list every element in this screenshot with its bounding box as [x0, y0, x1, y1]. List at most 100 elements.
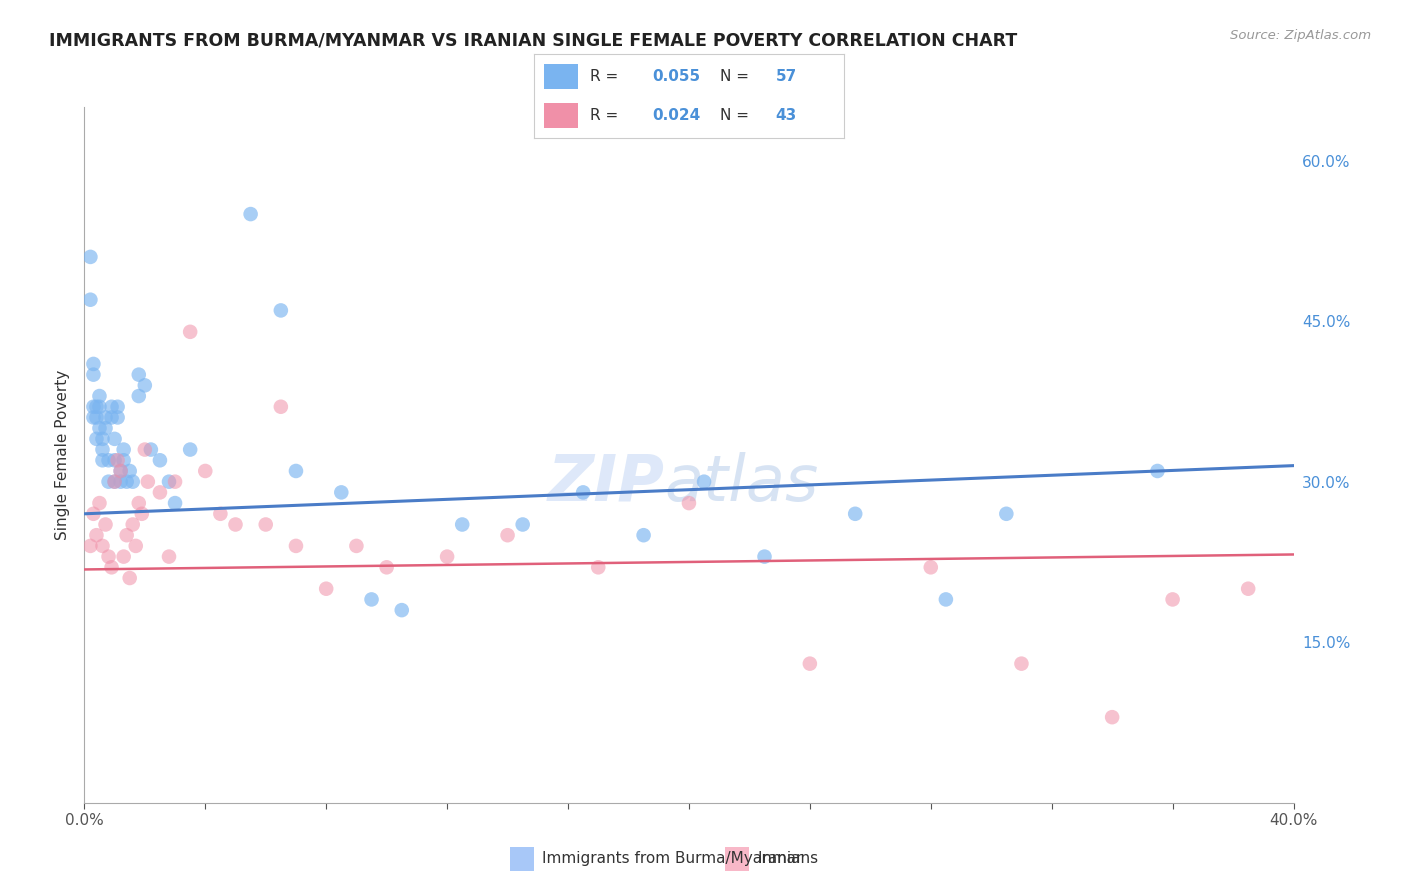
Point [496, 528, 519, 542]
Point [330, 485, 353, 500]
Point [128, 368, 150, 382]
Point [179, 325, 201, 339]
Point [1101, 710, 1123, 724]
Point [131, 507, 153, 521]
Text: N =: N = [720, 69, 754, 84]
Point [179, 442, 201, 457]
Point [121, 517, 143, 532]
Point [270, 400, 292, 414]
Point [82, 410, 104, 425]
Point [86, 410, 108, 425]
Point [118, 571, 141, 585]
Text: R =: R = [591, 108, 623, 123]
Text: 43: 43 [776, 108, 797, 123]
Point [239, 207, 262, 221]
Point [209, 507, 232, 521]
Point [82, 400, 104, 414]
Point [136, 475, 159, 489]
Bar [544, 63, 578, 89]
Point [844, 507, 866, 521]
Point [678, 496, 700, 510]
Point [1011, 657, 1033, 671]
Point [165, 475, 187, 489]
Point [97, 475, 120, 489]
Point [315, 582, 337, 596]
Point [112, 549, 135, 564]
Point [128, 496, 150, 510]
Point [107, 400, 129, 414]
Point [935, 592, 957, 607]
Point [86, 400, 108, 414]
Point [104, 475, 127, 489]
Point [79, 539, 101, 553]
Point [194, 464, 217, 478]
Point [360, 592, 382, 607]
Point [104, 453, 127, 467]
Text: IMMIGRANTS FROM BURMA/MYANMAR VS IRANIAN SINGLE FEMALE POVERTY CORRELATION CHART: IMMIGRANTS FROM BURMA/MYANMAR VS IRANIAN… [49, 31, 1018, 49]
Point [104, 432, 127, 446]
Point [91, 442, 114, 457]
Point [588, 560, 610, 574]
Point [1237, 582, 1260, 596]
Point [89, 389, 111, 403]
Point [693, 475, 716, 489]
Text: Source: ZipAtlas.com: Source: ZipAtlas.com [1230, 29, 1371, 42]
Point [254, 517, 277, 532]
Point [82, 368, 104, 382]
Point [86, 528, 108, 542]
Point [920, 560, 942, 574]
Text: Iranians: Iranians [756, 851, 818, 866]
Text: R =: R = [591, 69, 623, 84]
Point [91, 432, 114, 446]
Point [799, 657, 821, 671]
Point [165, 496, 187, 510]
Point [107, 410, 129, 425]
Point [112, 442, 135, 457]
Point [375, 560, 398, 574]
Point [79, 250, 101, 264]
Point [134, 442, 156, 457]
Point [115, 528, 138, 542]
Point [391, 603, 413, 617]
Point [79, 293, 101, 307]
Text: Immigrants from Burma/Myanmar: Immigrants from Burma/Myanmar [541, 851, 803, 866]
Point [89, 496, 111, 510]
Point [89, 400, 111, 414]
Point [346, 539, 368, 553]
Text: atlas: atlas [665, 451, 820, 514]
Text: N =: N = [720, 108, 754, 123]
Point [97, 453, 120, 467]
Point [1161, 592, 1184, 607]
Point [157, 549, 180, 564]
Point [125, 539, 148, 553]
Text: 0.024: 0.024 [652, 108, 700, 123]
Point [149, 453, 172, 467]
Point [270, 303, 292, 318]
Text: ZIP: ZIP [548, 451, 665, 514]
Point [110, 464, 132, 478]
Bar [510, 847, 534, 871]
Point [94, 517, 117, 532]
Text: 57: 57 [776, 69, 797, 84]
Point [91, 539, 114, 553]
Point [128, 389, 150, 403]
Point [436, 549, 458, 564]
Point [100, 560, 122, 574]
Point [512, 517, 534, 532]
Point [97, 549, 120, 564]
Point [112, 453, 135, 467]
Point [139, 442, 162, 457]
Point [572, 485, 595, 500]
Point [633, 528, 655, 542]
Point [754, 549, 776, 564]
Point [134, 378, 156, 392]
Point [225, 517, 247, 532]
Point [285, 539, 308, 553]
Point [451, 517, 474, 532]
Point [995, 507, 1018, 521]
Point [115, 475, 138, 489]
Point [94, 421, 117, 435]
Point [149, 485, 172, 500]
Point [89, 421, 111, 435]
Point [1146, 464, 1168, 478]
